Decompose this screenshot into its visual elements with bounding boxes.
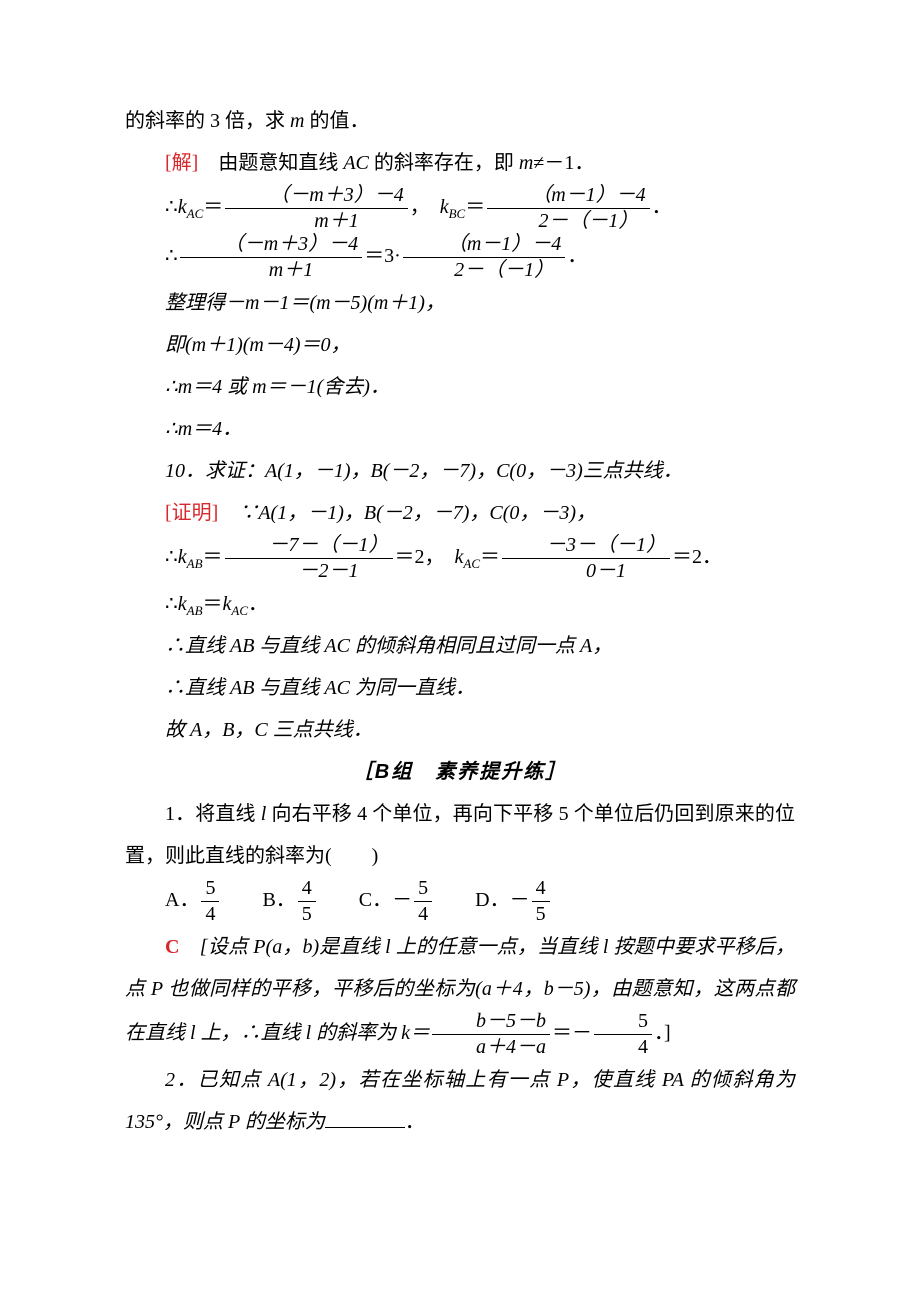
step-5: ∴m＝4 或 m＝－1(舍去)． bbox=[125, 366, 795, 408]
section-b-header: ［B组 素养提升练］ bbox=[125, 751, 795, 793]
step-6: ∴m＝4． bbox=[125, 408, 795, 450]
option-d: D．－45 bbox=[475, 877, 551, 926]
answer-letter: C bbox=[165, 936, 179, 958]
equation-3: ∴kAB＝－7－（－1）－2－1＝2， kAC＝－3－（－1）0－1＝2． bbox=[125, 534, 795, 583]
step-7: ∴kAB＝kAC． bbox=[125, 583, 795, 625]
equation-2: ∴（－m＋3）－4m＋1＝3·（m－1）－42－（－1）． bbox=[125, 233, 795, 282]
option-a: A．54 bbox=[165, 877, 221, 926]
question-10: 10．求证：A(1，－1)，B(－2，－7)，C(0，－3)三点共线． bbox=[125, 450, 795, 492]
step-3: 整理得－m－1＝(m－5)(m＋1)， bbox=[125, 282, 795, 324]
question-b1: 1．将直线 l 向右平移 4 个单位，再向下平移 5 个单位后仍回到原来的位置，… bbox=[125, 793, 795, 877]
step-4: 即(m＋1)(m－4)＝0， bbox=[125, 324, 795, 366]
option-c: C．－54 bbox=[359, 877, 434, 926]
answer-c-explanation: C [设点 P(a，b)是直线 l 上的任意一点，当直线 l 按题中要求平移后，… bbox=[125, 926, 795, 1059]
equation-1: ∴kAC＝（－m＋3）－4m＋1， kBC＝（m－1）－42－（－1）． bbox=[125, 184, 795, 233]
options-row: A．54 B．45 C．－54 D．－45 bbox=[125, 877, 795, 926]
proof-label: [证明] bbox=[165, 502, 218, 524]
proof-label-line: [证明] ∵A(1，－1)，B(－2，－7)，C(0，－3)， bbox=[125, 492, 795, 534]
question-b2: 2．已知点 A(1，2)，若在坐标轴上有一点 P，使直线 PA 的倾斜角为 13… bbox=[125, 1059, 795, 1143]
solution-label: [解] bbox=[165, 152, 198, 174]
continuation-line: 的斜率的 3 倍，求 m 的值． bbox=[125, 100, 795, 142]
option-b: B．45 bbox=[262, 877, 317, 926]
step-9: ∴直线 AB 与直线 AC 为同一直线． bbox=[125, 667, 795, 709]
step-8: ∴直线 AB 与直线 AC 的倾斜角相同且过同一点 A， bbox=[125, 625, 795, 667]
fill-blank bbox=[325, 1107, 405, 1128]
step-10: 故 A，B，C 三点共线． bbox=[125, 709, 795, 751]
solution-label-line: [解] 由题意知直线 AC 的斜率存在，即 m≠－1． bbox=[125, 142, 795, 184]
